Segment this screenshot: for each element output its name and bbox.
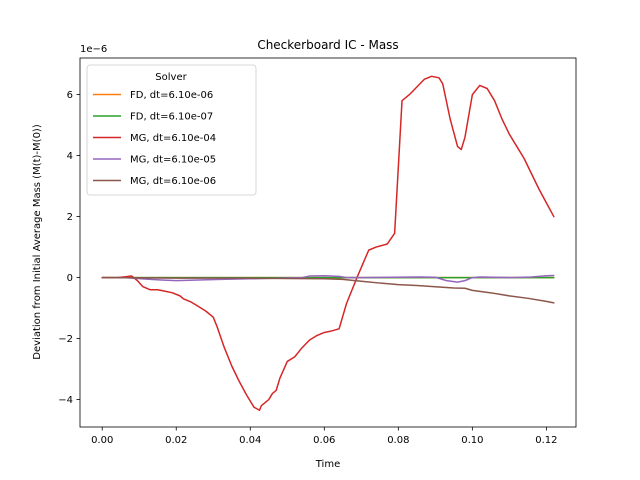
legend-box bbox=[86, 64, 257, 196]
legend-label: MG, dt=6.10e-04 bbox=[130, 133, 216, 144]
plot-border bbox=[79, 57, 577, 428]
x-axis: 0.00 0.02 0.04 0.06 0.08 0.10 0.12 bbox=[91, 427, 558, 446]
series-lines bbox=[101, 75, 555, 411]
legend-label: MG, dt=6.10e-06 bbox=[130, 176, 216, 187]
legend-title: Solver bbox=[155, 72, 187, 83]
series-line-mg-dt-6-10e-06 bbox=[101, 276, 555, 304]
series-line-mg-dt-6-10e-04 bbox=[101, 75, 555, 411]
x-axis-label: Time bbox=[315, 459, 340, 470]
legend-entries: FD, dt=6.10e-06 FD, dt=6.10e-07 MG, dt=6.1… bbox=[93, 90, 216, 187]
y-tick-label: 2 bbox=[67, 212, 73, 223]
chart-title: Checkerboard IC - Mass bbox=[257, 38, 398, 52]
y-axis: −4 −2 0 2 4 6 bbox=[58, 90, 80, 406]
y-tick-label: 6 bbox=[67, 90, 73, 101]
x-tick-label: 0.10 bbox=[461, 435, 483, 446]
y-tick-label: −4 bbox=[58, 395, 73, 406]
x-tick-label: 0.02 bbox=[165, 435, 187, 446]
y-tick-label: 4 bbox=[67, 151, 73, 162]
legend-label: FD, dt=6.10e-06 bbox=[130, 90, 213, 101]
y-axis-label: Deviation from Initial Average Mass (M(t… bbox=[32, 124, 43, 360]
y-offset-text: 1e−6 bbox=[80, 44, 107, 55]
legend-label: FD, dt=6.10e-07 bbox=[130, 112, 213, 123]
x-tick-label: 0.12 bbox=[535, 435, 557, 446]
x-tick-label: 0.06 bbox=[313, 435, 335, 446]
x-tick-label: 0.08 bbox=[387, 435, 409, 446]
legend: Solver FD, dt=6.10e-06 FD, dt=6.10e-07 MG,… bbox=[86, 64, 257, 196]
y-tick-label: −2 bbox=[58, 334, 73, 345]
x-tick-label: 0.04 bbox=[239, 435, 261, 446]
series-line-mg-dt-6-10e-05 bbox=[101, 274, 555, 283]
y-tick-label: 0 bbox=[67, 273, 73, 284]
legend-label: MG, dt=6.10e-05 bbox=[130, 155, 216, 166]
x-tick-label: 0.00 bbox=[91, 435, 113, 446]
